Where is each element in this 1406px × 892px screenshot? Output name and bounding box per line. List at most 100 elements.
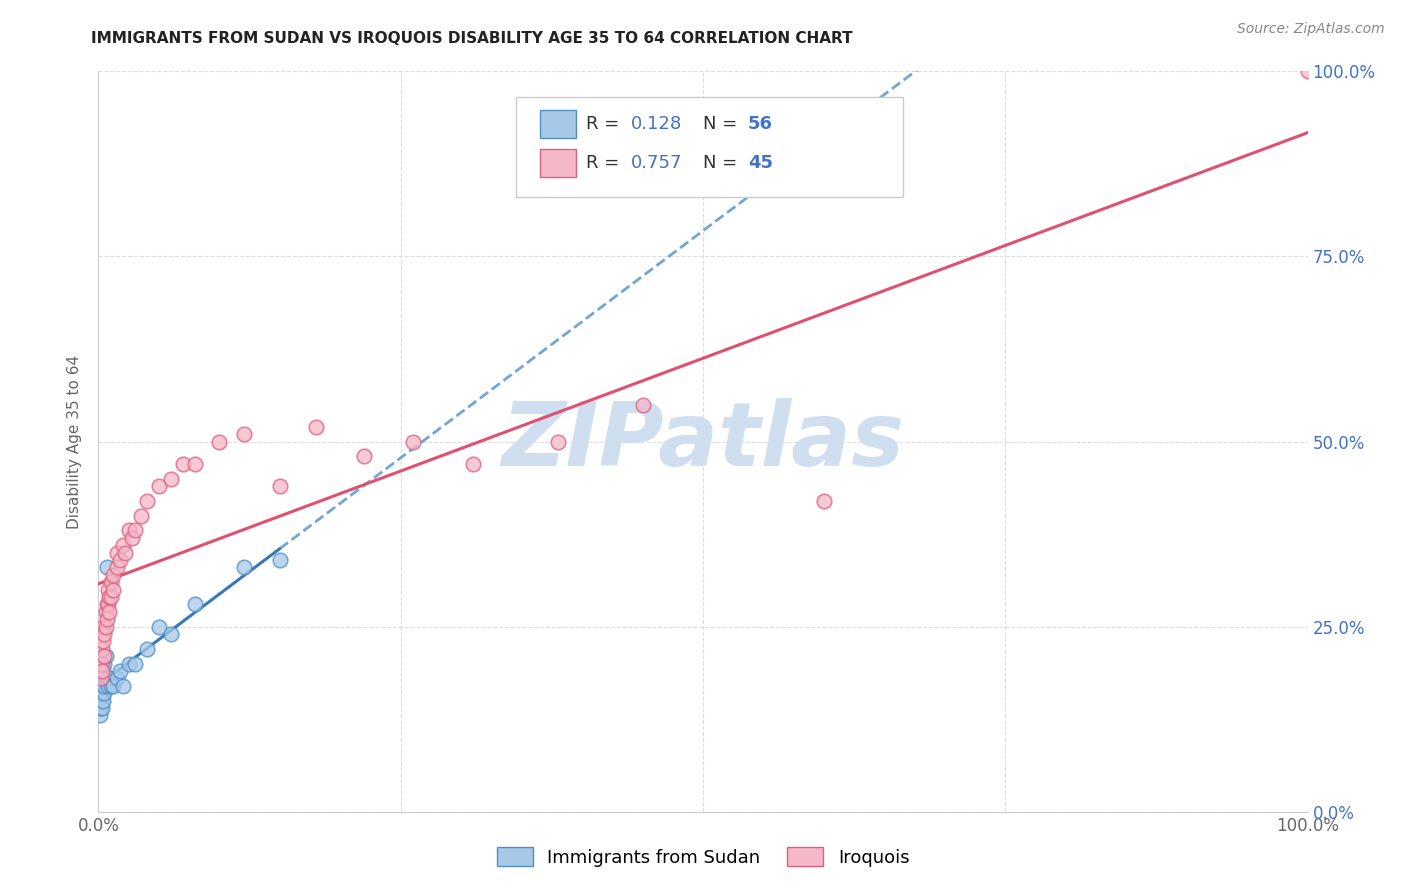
Point: [1296, 64, 1319, 78]
Point: [89, 701, 111, 715]
Point: [91, 664, 114, 678]
Point: [93, 679, 115, 693]
Point: [94, 619, 117, 633]
Text: 0.757: 0.757: [630, 154, 682, 172]
Point: [402, 434, 425, 449]
Point: [269, 479, 291, 493]
Point: [101, 679, 124, 693]
Point: [91, 634, 114, 648]
Point: [89, 686, 111, 700]
Point: [353, 450, 375, 464]
Point: [105, 560, 128, 574]
Point: [118, 524, 141, 538]
Point: [101, 582, 124, 597]
Point: [94, 649, 117, 664]
Text: 56: 56: [748, 115, 773, 133]
Point: [89, 657, 111, 671]
Point: [148, 479, 170, 493]
Point: [89, 672, 111, 686]
Point: [91, 619, 114, 633]
Point: [89, 679, 111, 693]
Point: [93, 649, 115, 664]
Point: [96, 672, 118, 686]
Point: [96, 612, 118, 626]
Point: [90, 694, 112, 708]
Point: [89, 708, 111, 723]
Point: [547, 434, 569, 449]
Point: [90, 672, 112, 686]
Point: [101, 567, 124, 582]
Point: [98, 605, 121, 619]
Point: [124, 524, 146, 538]
Point: [96, 598, 118, 612]
Text: ZIPatlas: ZIPatlas: [502, 398, 904, 485]
Point: [631, 398, 654, 412]
Legend: Immigrants from Sudan, Iroquois: Immigrants from Sudan, Iroquois: [489, 840, 917, 874]
Point: [160, 627, 183, 641]
Point: [91, 672, 114, 686]
Point: [111, 679, 134, 693]
Point: [90, 657, 112, 671]
Point: [232, 427, 254, 442]
Point: [93, 627, 115, 641]
Point: [91, 672, 114, 686]
Point: [148, 619, 170, 633]
FancyBboxPatch shape: [540, 110, 576, 138]
Point: [813, 493, 835, 508]
Point: [97, 598, 120, 612]
Point: [90, 679, 112, 693]
Point: [111, 538, 134, 552]
Point: [90, 664, 112, 678]
Point: [100, 575, 122, 590]
Point: [98, 672, 121, 686]
Point: [129, 508, 152, 523]
Point: [135, 493, 157, 508]
Point: [305, 419, 328, 434]
Point: [89, 649, 111, 664]
Point: [91, 657, 114, 671]
Point: [93, 657, 115, 671]
Point: [135, 641, 157, 656]
Point: [118, 657, 141, 671]
Point: [97, 582, 120, 597]
Point: [184, 598, 207, 612]
Point: [91, 686, 114, 700]
Point: [91, 694, 114, 708]
Point: [90, 649, 112, 664]
Point: [269, 553, 291, 567]
Text: R =: R =: [586, 154, 624, 172]
Point: [121, 531, 143, 545]
Point: [108, 553, 131, 567]
Text: R =: R =: [586, 115, 624, 133]
Point: [91, 664, 114, 678]
Point: [100, 679, 122, 693]
Point: [463, 457, 485, 471]
Point: [91, 679, 114, 693]
Point: [89, 664, 111, 678]
Point: [93, 686, 115, 700]
Point: [124, 657, 146, 671]
FancyBboxPatch shape: [516, 97, 903, 197]
Point: [94, 672, 117, 686]
Point: [160, 471, 183, 485]
Point: [172, 457, 194, 471]
Point: [91, 641, 114, 656]
Point: [91, 679, 114, 693]
Text: Source: ZipAtlas.com: Source: ZipAtlas.com: [1237, 22, 1385, 37]
Point: [91, 694, 114, 708]
Point: [97, 679, 120, 693]
Point: [90, 686, 112, 700]
Point: [184, 457, 207, 471]
Point: [96, 560, 118, 574]
Point: [94, 605, 117, 619]
Point: [208, 434, 231, 449]
Text: N =: N =: [703, 154, 742, 172]
Point: [105, 672, 128, 686]
Point: [105, 546, 128, 560]
Point: [232, 560, 254, 574]
Point: [91, 672, 114, 686]
Point: [98, 590, 121, 604]
Point: [89, 694, 111, 708]
Y-axis label: Disability Age 35 to 64: Disability Age 35 to 64: [67, 354, 83, 529]
Point: [100, 590, 122, 604]
